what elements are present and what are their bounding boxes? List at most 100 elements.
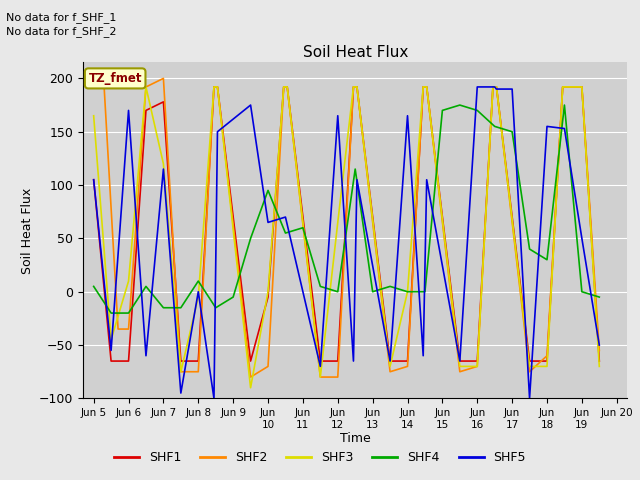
SHF4 [456,102,463,108]
SHF2 [353,84,361,90]
SHF2 [349,84,357,90]
SHF4 [369,289,376,295]
SHF4 [247,236,255,241]
Legend: SHF1, SHF2, SHF3, SHF4, SHF5: SHF1, SHF2, SHF3, SHF4, SHF5 [109,446,531,469]
SHF2 [595,348,603,353]
SHF5 [386,358,394,364]
SHF2 [214,84,221,90]
SHF2 [525,369,533,374]
SHF4 [351,166,359,172]
SHF5 [508,86,516,92]
SHF1 [493,84,500,90]
SHF1 [317,358,324,364]
SHF5 [353,177,361,182]
SHF4 [595,294,603,300]
SHF4 [561,102,568,108]
SHF5 [404,113,412,119]
SHF2 [159,75,167,81]
SHF4 [334,289,342,295]
SHF4 [578,289,586,295]
SHF2 [90,84,97,90]
SHF2 [177,369,185,374]
SHF5 [90,177,97,182]
SHF4 [229,294,237,300]
SHF3 [423,84,431,90]
SHF1 [125,358,132,364]
SHF3 [317,374,324,380]
SHF4 [491,123,499,129]
SHF1 [264,294,272,300]
SHF3 [456,363,463,369]
SHF4 [159,305,167,311]
SHF2 [474,363,481,369]
SHF3 [284,84,291,90]
SHF4 [90,284,97,289]
SHF1 [404,358,412,364]
SHF1 [456,358,463,364]
SHF4 [177,305,185,311]
SHF2 [264,363,272,369]
Line: SHF1: SHF1 [93,87,599,361]
SHF3 [559,84,566,90]
SHF3 [280,84,287,90]
SHF2 [493,84,500,90]
SHF4 [212,305,220,311]
SHF5 [334,113,342,119]
SHF3 [474,363,481,369]
SHF5 [491,84,499,90]
SHF1 [108,358,115,364]
SHF2 [404,363,412,369]
Text: TZ_fmet: TZ_fmet [88,72,142,85]
SHF5 [561,126,568,132]
SHF1 [142,108,150,113]
SHF1 [353,84,361,90]
SHF3 [195,294,202,300]
SHF1 [284,84,291,90]
SHF2 [543,353,551,359]
Line: SHF5: SHF5 [93,87,599,398]
SHF1 [280,84,287,90]
SHF3 [177,369,185,374]
SHF4 [386,284,394,289]
SHF5 [578,236,586,241]
SHF4 [108,310,115,316]
SHF2 [114,326,122,332]
Line: SHF4: SHF4 [93,105,599,313]
Title: Soil Heat Flux: Soil Heat Flux [303,45,408,60]
SHF3 [595,363,603,369]
SHF1 [595,358,603,364]
SHF2 [317,374,324,380]
SHF3 [108,337,115,343]
SHF3 [578,84,586,90]
SHF3 [247,385,255,391]
SHF5 [177,390,185,396]
SHF2 [386,369,394,374]
SHF3 [563,84,570,90]
SHF5 [299,289,307,295]
SHF5 [264,219,272,225]
Line: SHF3: SHF3 [93,87,599,388]
SHF4 [125,310,132,316]
SHF2 [284,84,291,90]
SHF1 [559,84,566,90]
SHF2 [195,369,202,374]
SHF4 [299,225,307,230]
SHF3 [264,289,272,295]
SHF1 [90,177,97,182]
SHF2 [334,374,342,380]
SHF5 [423,177,431,182]
SHF3 [159,161,167,167]
SHF5 [525,396,533,401]
SHF4 [543,257,551,263]
SHF4 [438,108,446,113]
SHF1 [474,358,481,364]
SHF1 [563,84,570,90]
SHF3 [543,363,551,369]
SHF3 [353,84,361,90]
SHF3 [142,84,150,90]
SHF2 [280,84,287,90]
SHF5 [474,84,481,90]
SHF4 [421,289,429,295]
SHF5 [543,123,551,129]
Y-axis label: Soil Heat Flux: Soil Heat Flux [20,187,33,274]
